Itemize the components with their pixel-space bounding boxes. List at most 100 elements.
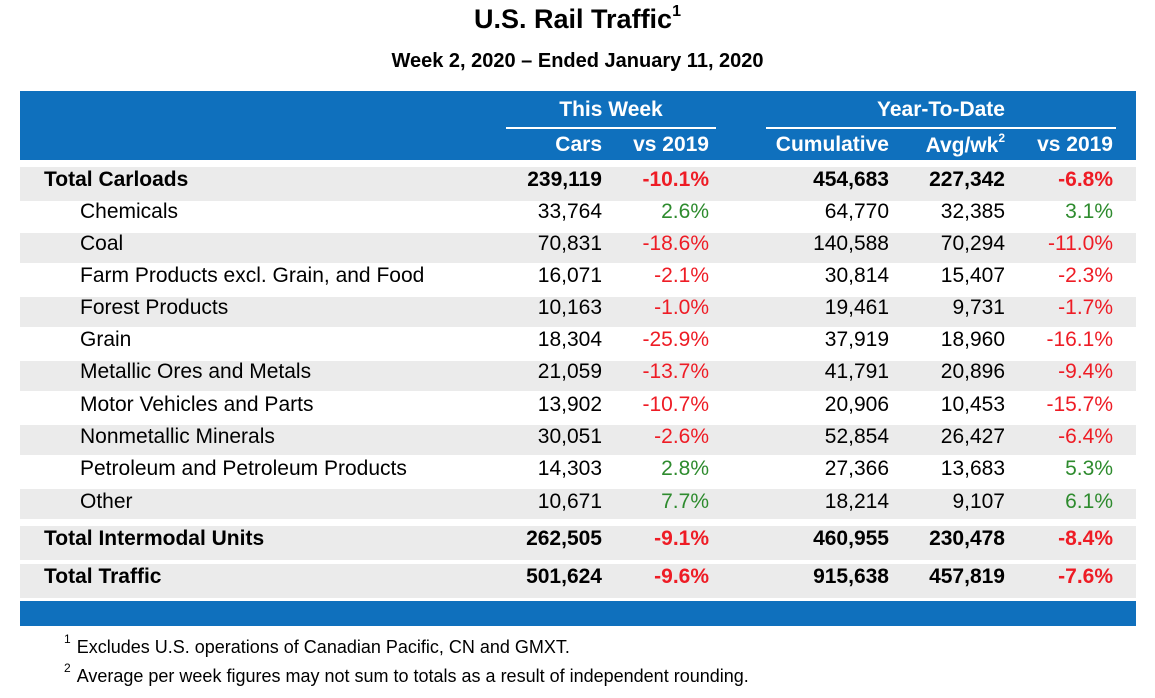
vs2019-week-value: 7.7%	[661, 490, 709, 513]
avg-wk-value: 227,342	[929, 168, 1005, 191]
row-label: Total Carloads	[44, 168, 189, 191]
row-label: Metallic Ores and Metals	[80, 360, 312, 383]
cars-value: 239,119	[527, 168, 602, 191]
vs2019-ytd-value: -9.4%	[1058, 360, 1113, 383]
vs2019-week-value: -9.6%	[654, 565, 709, 588]
row-label: Other	[80, 490, 133, 513]
table-row: Total Intermodal Units 262,505 -9.1% 460,95…	[0, 527, 1155, 559]
vs2019-ytd-value: 5.3%	[1065, 457, 1113, 480]
vs2019-ytd-value: -16.1%	[1046, 328, 1113, 351]
row-band	[20, 564, 1136, 598]
row-label: Coal	[80, 232, 124, 255]
cumulative-value: 140,588	[813, 232, 889, 255]
row-band	[20, 361, 1136, 391]
column-header-cars: Cars	[555, 133, 602, 156]
footnote-1: 1 Excludes U.S. operations of Canadian Pa…	[64, 632, 570, 657]
cars-value: 10,671	[537, 490, 602, 513]
row-label: Total Traffic	[44, 565, 162, 588]
avg-wk-value: 9,731	[952, 296, 1005, 319]
cars-value: 70,831	[537, 232, 602, 255]
cumulative-value: 30,814	[824, 264, 889, 287]
vs2019-ytd-value: 6.1%	[1065, 490, 1113, 513]
vs2019-week-value: -25.9%	[642, 328, 709, 351]
row-band	[20, 526, 1136, 560]
column-header-vs2019-ytd: vs 2019	[1037, 133, 1113, 156]
avg-wk-value: 18,960	[940, 328, 1005, 351]
table-row: Chemicals 33,764 2.6% 64,770 32,385 3.1%	[0, 200, 1155, 232]
cumulative-value: 41,791	[824, 360, 889, 383]
cars-value: 13,902	[537, 393, 602, 416]
avg-wk-value: 13,683	[940, 457, 1005, 480]
row-label: Chemicals	[80, 200, 179, 223]
table-row: Total Traffic 501,624 -9.6% 915,638 457,819 -…	[0, 565, 1155, 597]
column-header-cumulative: Cumulative	[775, 133, 889, 156]
vs2019-week-value: -2.6%	[654, 425, 709, 448]
row-label: Farm Products excl. Grain, and Food	[80, 264, 425, 287]
table-row: Farm Products excl. Grain, and Food 16,07…	[0, 264, 1155, 296]
row-band	[20, 167, 1136, 201]
row-band	[20, 297, 1136, 327]
cumulative-value: 37,919	[824, 328, 889, 351]
cars-value: 10,163	[537, 296, 602, 319]
vs2019-ytd-value: -6.8%	[1058, 168, 1113, 191]
vs2019-ytd-value: -11.0%	[1048, 232, 1113, 255]
row-label: Petroleum and Petroleum Products	[80, 457, 407, 480]
table-row: Coal 70,831 -18.6% 140,588 70,294 -11.0%	[0, 232, 1155, 264]
cumulative-value: 460,955	[813, 527, 889, 550]
vs2019-ytd-value: 3.1%	[1065, 200, 1113, 223]
footnote-2: 2 Average per week figures may not sum to…	[64, 661, 749, 686]
column-header-vs2019-week: vs 2019	[633, 133, 709, 156]
column-header-avg-wk: Avg/wk2	[925, 131, 1005, 157]
cumulative-value: 52,854	[824, 425, 889, 448]
title-footnote-marker: 1	[672, 3, 681, 20]
cars-value: 16,071	[537, 264, 602, 287]
vs2019-week-value: 2.6%	[661, 200, 709, 223]
cars-value: 33,764	[537, 200, 602, 223]
row-label: Forest Products	[80, 296, 229, 319]
avg-wk-value: 230,478	[929, 527, 1005, 550]
row-label: Total Intermodal Units	[44, 527, 265, 550]
avg-wk-value: 70,294	[940, 232, 1005, 255]
row-band	[20, 425, 1136, 455]
cumulative-value: 20,906	[824, 393, 889, 416]
row-label: Grain	[80, 328, 132, 351]
group-header-divider	[766, 127, 1116, 129]
table-row: Motor Vehicles and Parts 13,902 -10.7% 20,9…	[0, 393, 1155, 425]
vs2019-week-value: -1.0%	[654, 296, 709, 319]
vs2019-week-value: -10.7%	[642, 393, 709, 416]
cumulative-value: 454,683	[813, 168, 889, 191]
group-header-ytd: Year-To-Date	[877, 98, 1005, 121]
row-label: Motor Vehicles and Parts	[80, 393, 314, 416]
table-row: Other 10,671 7.7% 18,214 9,107 6.1%	[0, 490, 1155, 522]
row-band	[20, 489, 1136, 519]
avg-wk-value: 26,427	[940, 425, 1005, 448]
cars-value: 18,304	[537, 328, 602, 351]
row-band	[20, 233, 1136, 263]
vs2019-ytd-value: -6.4%	[1058, 425, 1113, 448]
table-row: Grain 18,304 -25.9% 37,919 18,960 -16.1%	[0, 328, 1155, 360]
cars-value: 501,624	[526, 565, 602, 588]
cars-value: 262,505	[526, 527, 602, 550]
avg-wk-value: 10,453	[940, 393, 1005, 416]
vs2019-ytd-value: -15.7%	[1046, 393, 1113, 416]
table-row: Metallic Ores and Metals 21,059 -13.7% 41,7…	[0, 360, 1155, 392]
table-row: Nonmetallic Minerals 30,051 -2.6% 52,854 26,…	[0, 425, 1155, 457]
cumulative-value: 27,366	[824, 457, 889, 480]
table-row: Forest Products 10,163 -1.0% 19,461 9,731 -1.…	[0, 296, 1155, 328]
cumulative-value: 64,770	[824, 200, 889, 223]
avg-wk-value: 9,107	[952, 490, 1005, 513]
table-row: Total Carloads 239,119 -10.1% 454,683 227,34…	[0, 168, 1155, 200]
vs2019-ytd-value: -8.4%	[1058, 527, 1113, 550]
vs2019-week-value: -9.1%	[654, 527, 709, 550]
cars-value: 30,051	[537, 425, 602, 448]
vs2019-ytd-value: -7.6%	[1058, 565, 1113, 588]
cumulative-value: 915,638	[813, 565, 889, 588]
vs2019-week-value: -2.1%	[654, 264, 709, 287]
vs2019-ytd-value: -2.3%	[1058, 264, 1113, 287]
cars-value: 21,059	[537, 360, 602, 383]
avg-wk-value: 457,819	[929, 565, 1005, 588]
vs2019-week-value: 2.8%	[661, 457, 709, 480]
vs2019-ytd-value: -1.7%	[1058, 296, 1113, 319]
cumulative-value: 18,214	[824, 490, 889, 513]
table-row: Petroleum and Petroleum Products 14,303 2.…	[0, 457, 1155, 489]
